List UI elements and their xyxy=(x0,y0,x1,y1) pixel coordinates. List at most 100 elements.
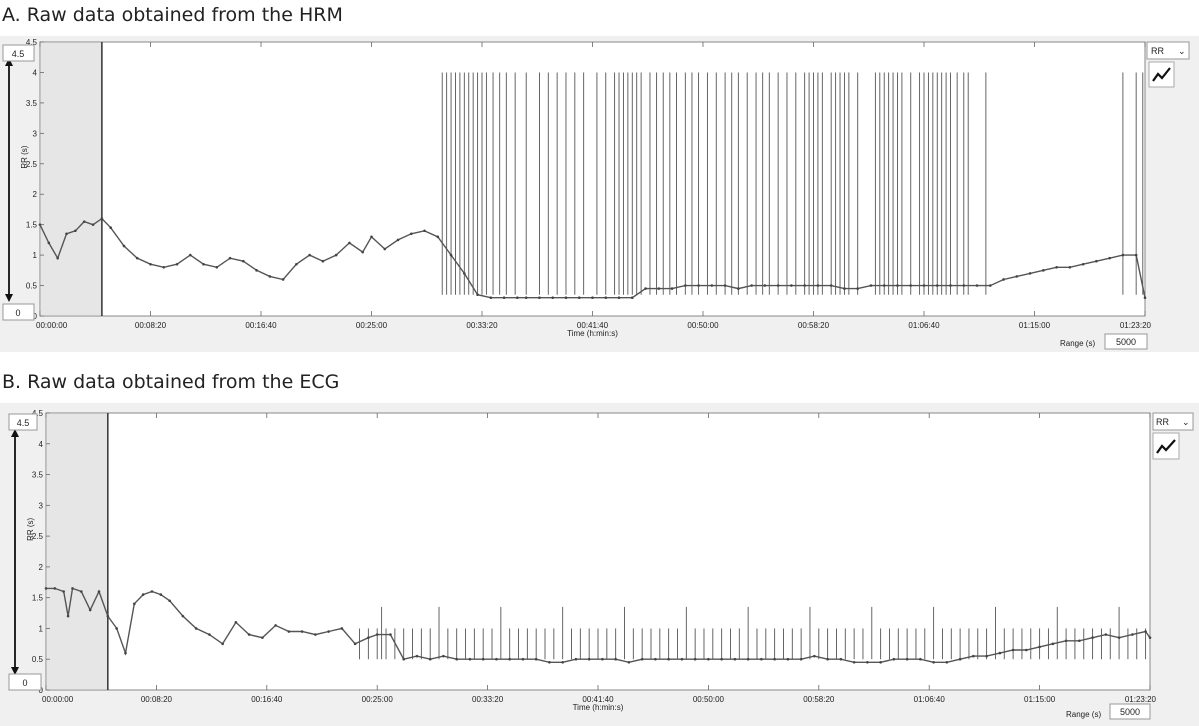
chart-b-series-select[interactable] xyxy=(1152,412,1194,431)
data-point xyxy=(697,284,700,287)
chart-b-shaded-region[interactable] xyxy=(47,414,108,689)
data-point xyxy=(750,284,753,287)
data-point xyxy=(247,633,251,636)
data-point xyxy=(82,220,86,223)
data-point xyxy=(746,657,750,661)
y-tick-label: 2 xyxy=(39,563,44,572)
data-point xyxy=(945,661,949,664)
x-tick-label: 00:00:00 xyxy=(36,321,68,330)
chart-a-ticks xyxy=(39,41,1146,317)
data-point xyxy=(396,238,400,242)
data-point xyxy=(975,284,979,287)
data-point xyxy=(300,630,304,633)
data-point xyxy=(181,614,185,618)
chart-a-range-input[interactable] xyxy=(1104,333,1148,350)
data-point xyxy=(402,657,405,661)
data-point xyxy=(852,661,856,664)
data-point xyxy=(1095,259,1098,263)
chart-b-x-axis-label: Time (h:min:s) xyxy=(573,703,624,712)
chart-b-range-input[interactable] xyxy=(1109,703,1151,720)
data-point xyxy=(1104,633,1108,636)
chart-b-ticks xyxy=(45,412,1151,691)
data-point xyxy=(538,296,541,300)
data-point xyxy=(843,287,846,290)
data-point xyxy=(866,661,869,664)
chart-b-max-box[interactable] xyxy=(8,413,38,431)
data-point xyxy=(261,636,264,639)
data-point xyxy=(489,296,493,300)
chart-a-max-box[interactable] xyxy=(2,44,35,62)
chart-a-line-mode-button[interactable] xyxy=(1148,61,1175,88)
data-point xyxy=(577,296,581,300)
y-tick-label: 1.5 xyxy=(32,594,44,603)
data-point xyxy=(932,661,935,664)
chart-b-min-box[interactable] xyxy=(8,673,42,691)
chart-b-title: B. Raw data obtained from the ECG xyxy=(2,371,340,393)
data-point xyxy=(667,657,670,661)
data-point xyxy=(1055,265,1058,269)
chart-b-series-select-value: RR xyxy=(1156,417,1169,427)
data-point xyxy=(1091,636,1094,639)
data-point xyxy=(234,620,238,624)
data-point xyxy=(468,657,472,661)
data-point xyxy=(710,284,714,287)
chart-a-y-axis-label: RR (s) xyxy=(20,145,29,168)
data-point xyxy=(215,265,219,269)
data-point xyxy=(680,657,684,661)
chart-a-series-select[interactable] xyxy=(1146,41,1190,60)
data-point xyxy=(614,657,617,661)
data-point xyxy=(591,296,594,300)
data-point xyxy=(657,287,661,290)
data-point xyxy=(100,217,104,220)
data-point xyxy=(375,633,379,636)
data-point xyxy=(548,661,551,664)
chart-a-spikes xyxy=(441,72,1144,295)
chart-a-max-value: 4.5 xyxy=(12,49,25,59)
data-point xyxy=(1051,642,1055,646)
data-point xyxy=(786,657,790,661)
chart-b-line-mode-button[interactable] xyxy=(1152,432,1180,460)
chart-b-markers xyxy=(44,587,1152,664)
data-point xyxy=(905,657,909,661)
data-point xyxy=(502,296,506,300)
chart-a-plot-area[interactable] xyxy=(39,41,1146,317)
x-tick-label: 01:15:00 xyxy=(1019,321,1051,330)
data-point xyxy=(561,661,564,664)
y-tick-label: 2.5 xyxy=(32,532,44,541)
data-point xyxy=(495,657,498,661)
data-point xyxy=(268,275,272,278)
x-tick-label: 01:23:20 xyxy=(1125,695,1157,704)
data-point xyxy=(909,284,913,287)
x-tick-label: 01:15:00 xyxy=(1024,695,1056,704)
data-point xyxy=(922,284,926,287)
data-point xyxy=(551,296,555,300)
chart-a-min-box[interactable] xyxy=(2,303,35,321)
data-point xyxy=(476,293,479,296)
data-point xyxy=(998,651,1002,655)
chart-a-shaded-region[interactable] xyxy=(41,43,102,315)
chart-a-series-line xyxy=(39,217,1146,299)
data-point xyxy=(1042,269,1045,272)
y-tick-label: 2 xyxy=(33,190,38,199)
data-point xyxy=(1025,648,1028,652)
data-point xyxy=(962,284,966,287)
data-point xyxy=(47,241,51,245)
data-point xyxy=(62,590,65,593)
data-point xyxy=(194,627,198,630)
data-point xyxy=(670,287,674,290)
data-point xyxy=(449,253,453,257)
data-point xyxy=(776,284,780,287)
data-point xyxy=(949,284,952,287)
chart-a-markers xyxy=(38,217,1147,300)
data-point xyxy=(534,657,538,661)
data-point xyxy=(1148,636,1152,639)
data-point xyxy=(383,247,387,251)
data-point xyxy=(149,262,152,266)
y-tick-label: 0.5 xyxy=(26,282,38,291)
chart-a-chevron-down-icon: ⌄ xyxy=(1178,46,1186,56)
data-point xyxy=(601,657,604,661)
x-tick-label: 00:25:00 xyxy=(362,695,394,704)
data-point xyxy=(826,657,829,661)
data-point xyxy=(44,587,48,590)
data-point xyxy=(1038,645,1041,649)
